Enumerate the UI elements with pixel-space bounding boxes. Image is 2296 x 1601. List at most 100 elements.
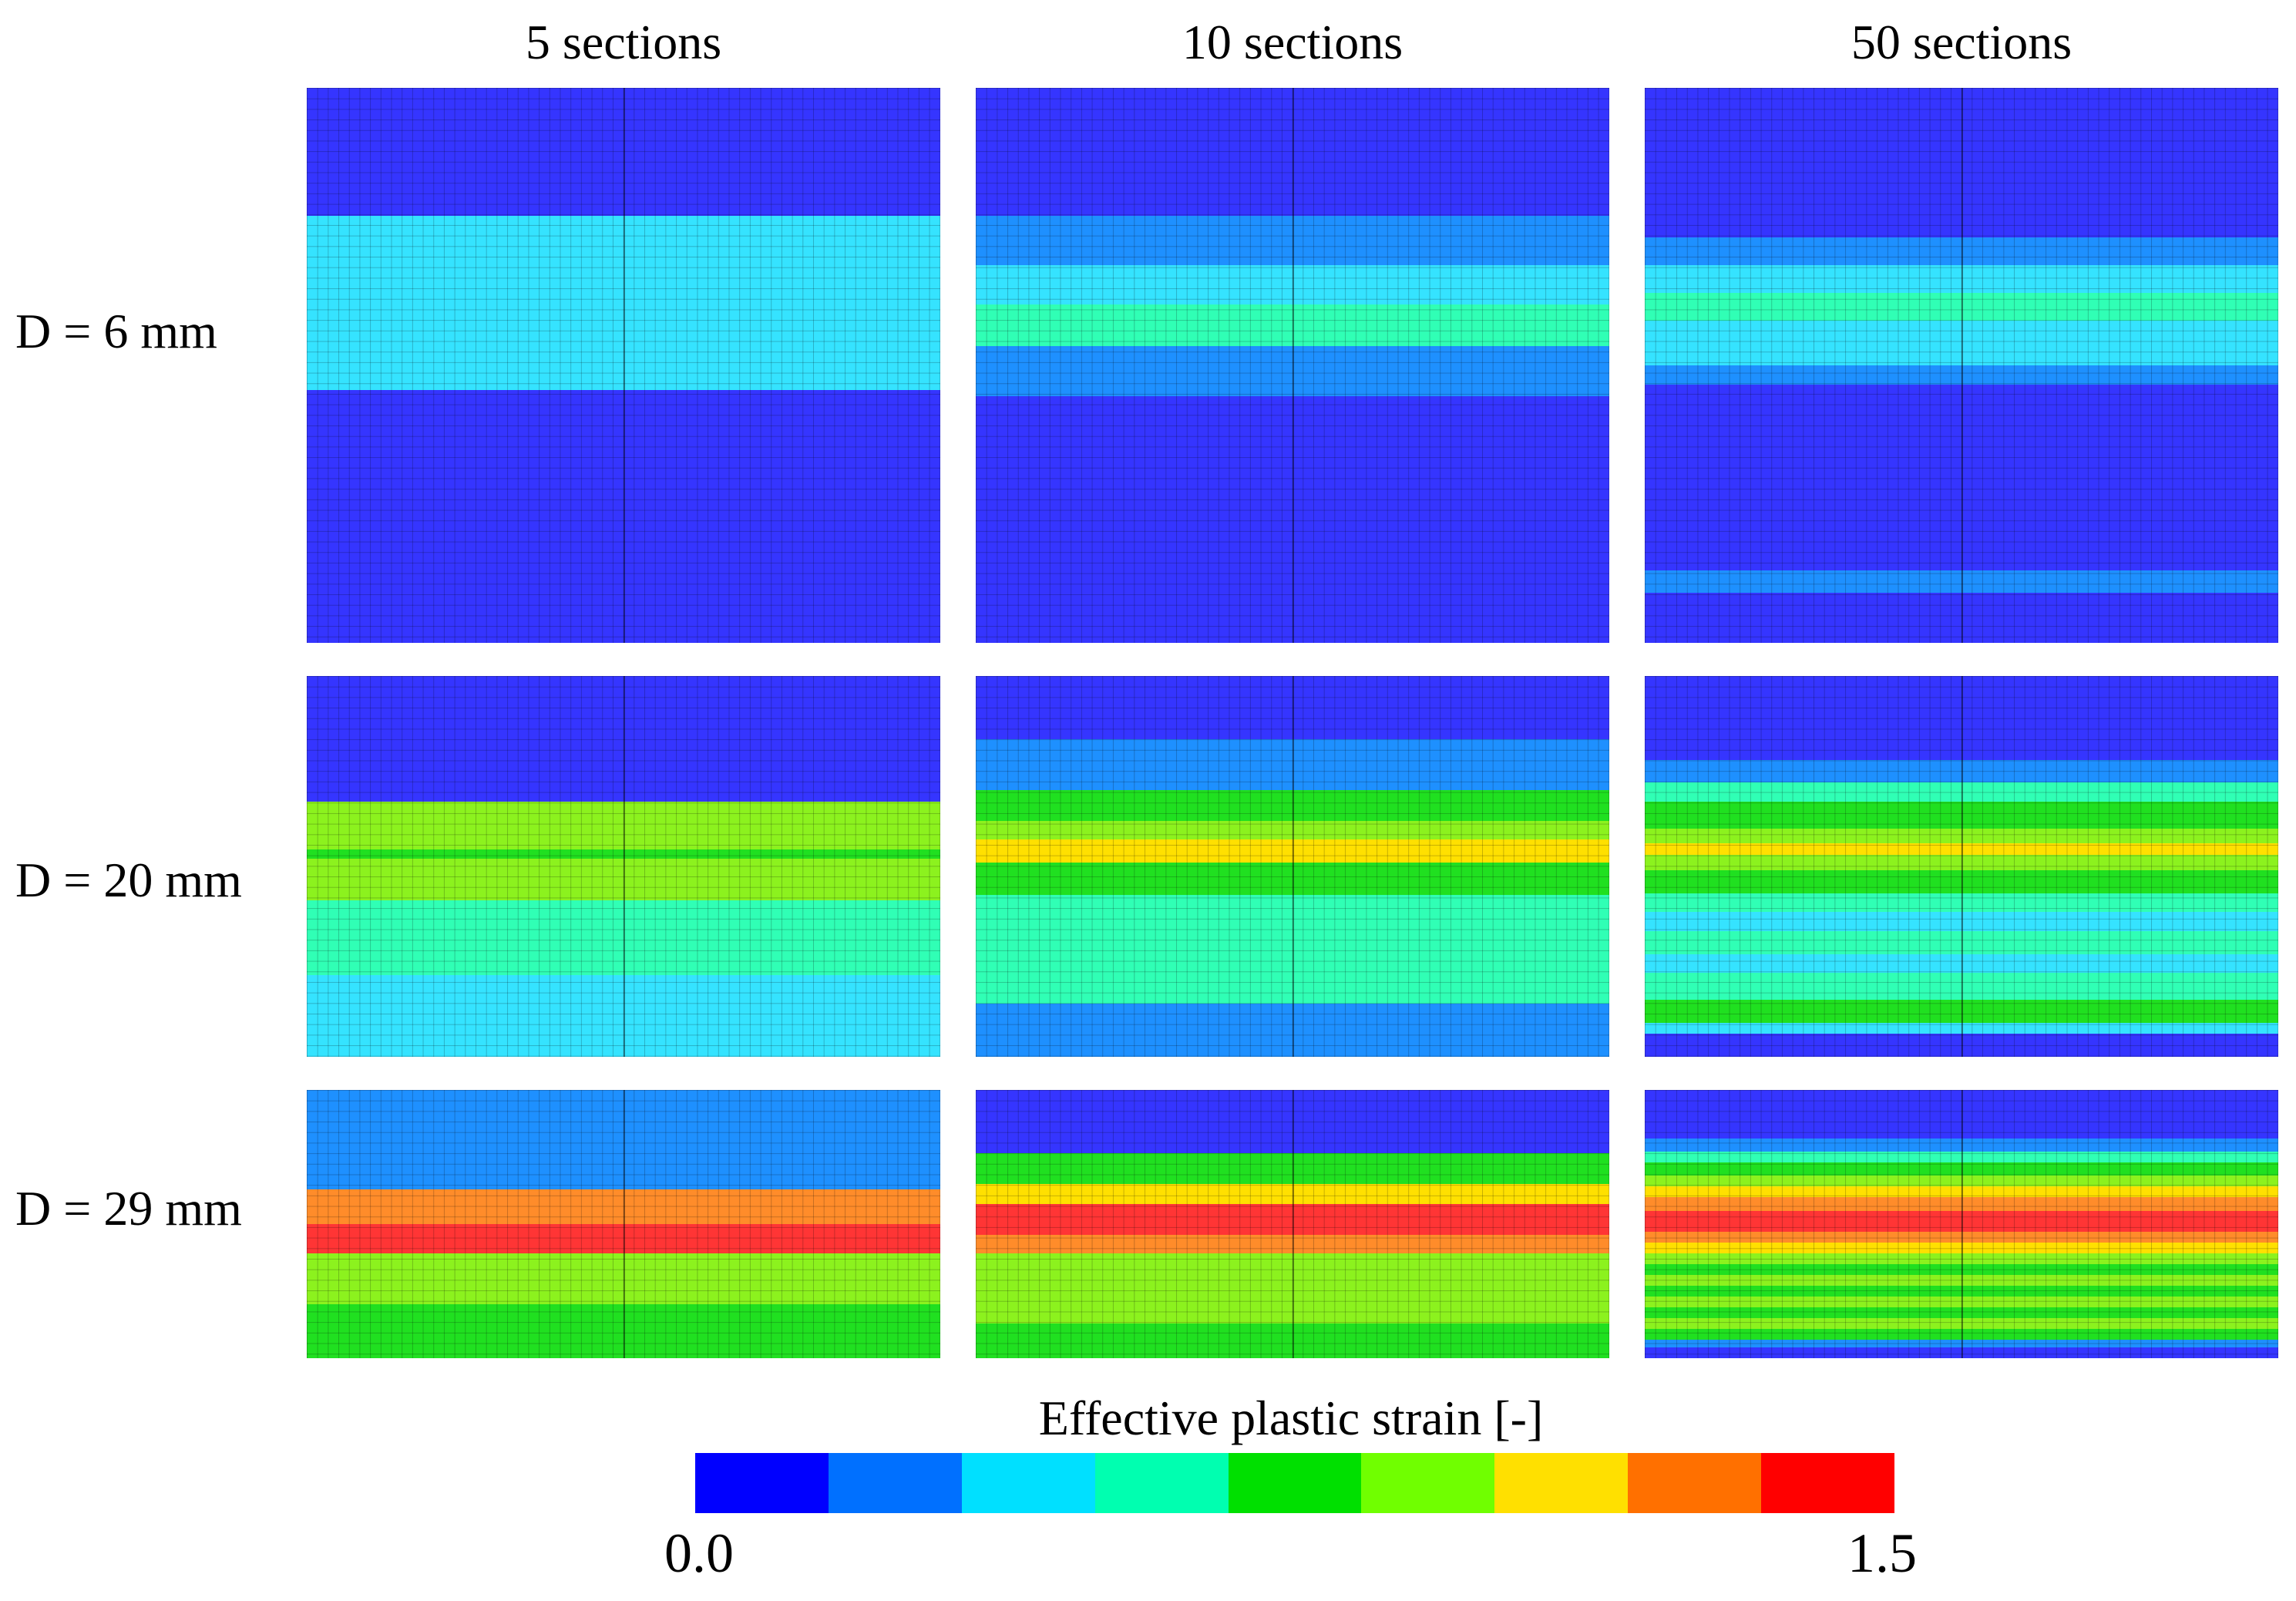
- strain-band: [976, 1253, 1609, 1324]
- column-title-5-sections: 5 sections: [525, 15, 722, 69]
- strain-band: [1645, 1197, 2278, 1212]
- strain-band: [307, 88, 940, 217]
- colorbar-segment: [961, 1453, 1095, 1513]
- symmetry-line: [1293, 1090, 1294, 1358]
- strain-band: [1645, 1317, 2278, 1330]
- colorbar-segment: [828, 1453, 962, 1513]
- strain-bands: [976, 88, 1609, 643]
- row-title-d29: D = 29 mm: [15, 1181, 242, 1236]
- strain-band: [1645, 930, 2278, 955]
- mesh-grid: [1645, 88, 2278, 643]
- strain-band: [1645, 1275, 2278, 1287]
- strain-band: [1645, 593, 2278, 643]
- symmetry-line: [624, 676, 625, 1057]
- strain-band: [307, 676, 940, 802]
- strain-band: [1645, 1339, 2278, 1348]
- strain-band: [1645, 1328, 2278, 1340]
- symmetry-line: [1962, 88, 1963, 643]
- strain-band: [1645, 1296, 2278, 1308]
- strain-bands: [1645, 88, 2278, 643]
- legend-title: Effective plastic strain [-]: [1038, 1391, 1544, 1445]
- strain-band: [1645, 759, 2278, 784]
- strain-band: [976, 265, 1609, 306]
- strain-band: [307, 1304, 940, 1358]
- strain-band: [1645, 1210, 2278, 1233]
- colorbar-segment: [1761, 1453, 1895, 1513]
- strain-bands: [976, 676, 1609, 1057]
- strain-band: [1645, 843, 2278, 856]
- strain-band: [1645, 676, 2278, 761]
- colorbar-segment: [695, 1453, 829, 1513]
- strain-band: [1645, 237, 2278, 267]
- strain-band: [976, 738, 1609, 792]
- strain-band: [1645, 293, 2278, 322]
- contour-panel-d20-5sections: [307, 676, 940, 1057]
- strain-band: [1645, 265, 2278, 294]
- strain-band: [307, 390, 940, 643]
- strain-band: [307, 1090, 940, 1190]
- strain-band: [307, 1224, 940, 1254]
- strain-band: [307, 900, 940, 976]
- strain-band: [1645, 1186, 2278, 1198]
- strain-band: [1645, 1253, 2278, 1265]
- strain-band: [976, 1323, 1609, 1358]
- strain-band: [976, 863, 1609, 896]
- symmetry-line: [624, 1090, 625, 1358]
- mesh-grid: [307, 676, 940, 1057]
- mesh-grid: [1645, 676, 2278, 1057]
- strain-band: [1645, 1307, 2278, 1319]
- colorbar-segment: [1628, 1453, 1762, 1513]
- contour-panel-d20-10sections: [976, 676, 1609, 1057]
- colorbar-min-label: 0.0: [664, 1522, 734, 1584]
- strain-band: [1645, 1232, 2278, 1244]
- strain-band: [1645, 1243, 2278, 1254]
- contour-panel-d29-10sections: [976, 1090, 1609, 1358]
- colorbar: [695, 1453, 1895, 1513]
- strain-band: [1645, 855, 2278, 871]
- strain-band: [1645, 570, 2278, 594]
- strain-band: [976, 1203, 1609, 1236]
- strain-band: [1645, 912, 2278, 932]
- strain-band: [1645, 782, 2278, 802]
- strain-band: [1645, 365, 2278, 386]
- strain-bands: [307, 88, 940, 643]
- strain-band: [976, 304, 1609, 348]
- strain-band: [1645, 973, 2278, 1001]
- strain-bands: [1645, 1090, 2278, 1358]
- strain-band: [307, 849, 940, 860]
- mesh-grid: [307, 88, 940, 643]
- strain-band: [307, 802, 940, 850]
- strain-band: [976, 395, 1609, 643]
- strain-band: [976, 1090, 1609, 1154]
- mesh-grid: [976, 1090, 1609, 1358]
- row-title-d6: D = 6 mm: [15, 304, 217, 358]
- strain-band: [976, 1152, 1609, 1185]
- strain-band: [1645, 1286, 2278, 1297]
- strain-band: [976, 895, 1609, 1004]
- strain-band: [976, 790, 1609, 822]
- contour-panel-d20-50sections: [1645, 676, 2278, 1057]
- row-title-d20: D = 20 mm: [15, 853, 242, 907]
- strain-band: [1645, 1347, 2278, 1358]
- strain-band: [976, 1003, 1609, 1057]
- colorbar-segment: [1228, 1453, 1362, 1513]
- strain-band: [1645, 385, 2278, 572]
- strain-bands: [307, 676, 940, 1057]
- strain-band: [307, 215, 940, 392]
- strain-band: [1645, 893, 2278, 913]
- strain-band: [1645, 1264, 2278, 1276]
- strain-band: [307, 859, 940, 902]
- strain-band: [1645, 1138, 2278, 1152]
- colorbar-segment: [1361, 1453, 1495, 1513]
- strain-band: [1645, 1152, 2278, 1163]
- strain-band: [1645, 321, 2278, 367]
- symmetry-line: [1293, 676, 1294, 1057]
- symmetry-line: [1962, 676, 1963, 1057]
- colorbar-segment: [1094, 1453, 1229, 1513]
- symmetry-line: [624, 88, 625, 643]
- contour-panel-d6-10sections: [976, 88, 1609, 643]
- strain-band: [307, 974, 940, 1057]
- strain-band: [976, 820, 1609, 841]
- strain-band: [1645, 869, 2278, 894]
- colorbar-segment: [1494, 1453, 1629, 1513]
